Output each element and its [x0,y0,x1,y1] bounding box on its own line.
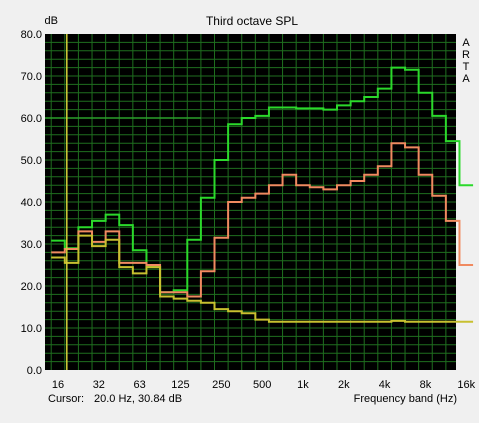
frequency-band-label: Frequency band (Hz) [353,393,457,405]
grid [45,34,456,370]
arta-letter: R [462,49,470,61]
arta-letter: A [462,73,470,85]
x-tick-label: 2k [338,379,350,391]
y-tick-label: 0.0 [27,365,42,377]
x-tick-label: 63 [134,379,146,391]
x-tick-label: 32 [93,379,105,391]
x-tick-label: 16k [457,379,475,391]
arta-letter: A [462,37,470,49]
x-tick-label: 16 [52,379,64,391]
series-line-3 [51,234,474,323]
x-tick-labels: 16 32 63 125 250 500 1k 2k 4k 8k 16k [52,379,476,391]
y-tick-label: 70.0 [21,71,42,83]
x-tick-label: 4k [379,379,391,391]
y-tick-label: 10.0 [21,323,42,335]
series-line-1 [51,66,474,294]
y-tick-label: 50.0 [21,155,42,167]
y-tick-labels: 0.0 10.0 20.0 30.0 40.0 50.0 60.0 70.0 80.0 [21,29,42,377]
y-tick-label: 60.0 [21,113,42,125]
cursor-label: Cursor: [48,393,85,405]
y-tick-label: 80.0 [21,29,42,41]
x-tick-label: 8k [420,379,432,391]
y-axis-label: dB [45,15,58,27]
series-group [51,66,474,323]
y-tick-label: 20.0 [21,281,42,293]
arta-letter: T [463,61,470,73]
chart-title: Third octave SPL [206,14,298,28]
x-tick-label: 250 [212,379,230,391]
y-tick-label: 30.0 [21,239,42,251]
cursor-readout: 20.0 Hz, 30.84 dB [94,393,183,405]
x-tick-label: 1k [297,379,309,391]
y-tick-label: 40.0 [21,197,42,209]
x-tick-label: 500 [253,379,271,391]
x-tick-label: 125 [171,379,189,391]
